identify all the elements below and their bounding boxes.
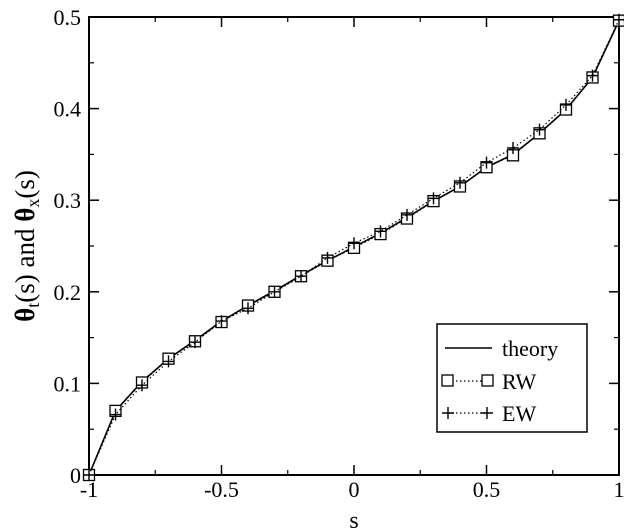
y-axis-title-theta-t: θ — [10, 308, 40, 322]
y-tick-label: 0.5 — [54, 5, 82, 30]
y-axis-title-end: (s) — [10, 170, 40, 199]
legend-rw-marker-left — [441, 374, 454, 387]
y-tick-label: 0.4 — [54, 97, 82, 122]
y-tick-label: 0.2 — [54, 280, 82, 305]
series-ew-point — [560, 98, 572, 111]
x-tick-label: 0.5 — [473, 477, 501, 502]
series-ew-point — [586, 69, 599, 82]
series-layer — [82, 13, 624, 482]
y-axis-title-sub-t: t — [23, 303, 43, 308]
series-ew-point — [109, 408, 122, 421]
series-ew-point — [401, 208, 413, 221]
legend-ew-marker-right — [481, 407, 493, 419]
legend-rw-label: RW — [502, 369, 536, 394]
y-tick-label: 0.1 — [54, 371, 82, 396]
series-ew-point — [321, 251, 334, 264]
y-tick-label: 0.3 — [54, 188, 82, 213]
series-ew-point — [242, 302, 254, 315]
x-tick-label: -1 — [80, 477, 98, 502]
legend-rw-marker-right — [481, 374, 494, 387]
series-ew-point — [454, 176, 466, 189]
legend-ew-label: EW — [502, 401, 536, 426]
series-ew-point — [348, 237, 360, 250]
series-ew-point — [427, 192, 440, 205]
y-tick-label: 0 — [70, 463, 81, 488]
series-ew-point — [507, 141, 519, 154]
series-ew-point — [268, 285, 281, 298]
series-ew-point — [189, 336, 201, 349]
x-tick-label: 0 — [349, 477, 360, 502]
y-axis-title-theta-x: θ — [10, 208, 40, 222]
x-tick-label: 1 — [614, 477, 624, 502]
series-ew-point — [136, 379, 148, 392]
y-axis-title: θt(s) and θx(s) — [10, 170, 43, 322]
legend-ew-marker-left — [442, 407, 454, 419]
series-ew-point — [83, 469, 95, 481]
axis-ticks: -1 -0.5 0 0.5 1 0 0.1 0.2 0.3 0.4 0.5 — [54, 5, 624, 502]
series-ew-point — [295, 270, 307, 283]
x-axis-title: s — [349, 508, 358, 531]
legend-box — [436, 323, 588, 433]
legend: theory RW EW — [436, 323, 588, 433]
y-axis-title-mid: (s) and — [10, 222, 40, 303]
series-ew-point — [162, 355, 175, 368]
series-ew-point — [374, 225, 387, 238]
series-ew-point — [480, 156, 493, 169]
legend-theory-label: theory — [502, 336, 558, 361]
x-tick-label: -0.5 — [204, 477, 239, 502]
series-ew-point — [533, 123, 546, 136]
series-ew-point — [215, 315, 228, 328]
y-axis-title-sub-x: x — [23, 199, 43, 208]
series-ew-line — [88, 19, 620, 476]
series-ew-point — [613, 13, 624, 26]
